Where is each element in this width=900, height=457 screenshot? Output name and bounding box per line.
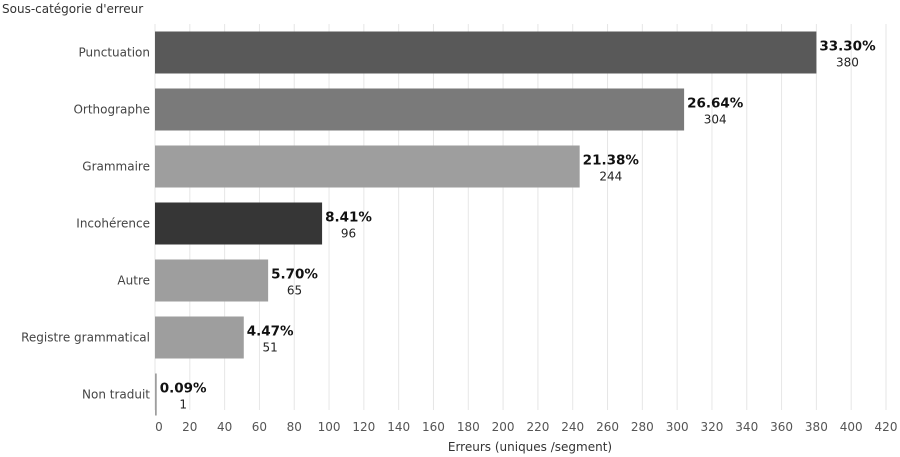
x-tick-label: 40 bbox=[217, 420, 232, 434]
x-tick-label: 140 bbox=[387, 420, 410, 434]
count-label: 380 bbox=[836, 56, 859, 70]
bar-1 bbox=[155, 88, 685, 131]
x-tick-label: 60 bbox=[252, 420, 267, 434]
count-label: 244 bbox=[599, 170, 622, 184]
percent-label: 26.64% bbox=[687, 96, 744, 112]
percent-label: 21.38% bbox=[583, 153, 640, 169]
category-label: Grammaire bbox=[82, 160, 150, 174]
percent-label: 0.09% bbox=[160, 381, 207, 397]
category-label: Orthographe bbox=[73, 103, 150, 117]
category-label: Registre grammatical bbox=[21, 331, 150, 345]
x-tick-label: 120 bbox=[352, 420, 375, 434]
percent-label: 33.30% bbox=[819, 39, 876, 55]
y-axis-title: Sous-catégorie d'erreur bbox=[2, 2, 143, 16]
bar-3 bbox=[155, 202, 323, 245]
gridlines bbox=[154, 24, 887, 410]
x-tick-label: 400 bbox=[840, 420, 863, 434]
x-tick-label: 80 bbox=[287, 420, 302, 434]
x-tick-label: 220 bbox=[526, 420, 549, 434]
count-label: 65 bbox=[287, 284, 302, 298]
x-tick-label: 0 bbox=[155, 420, 163, 434]
bar-4 bbox=[155, 259, 269, 302]
category-label: Autre bbox=[117, 274, 150, 288]
category-label: Punctuation bbox=[79, 46, 150, 60]
count-label: 304 bbox=[704, 113, 727, 127]
category-label: Non traduit bbox=[82, 388, 150, 402]
x-tick-label: 240 bbox=[561, 420, 584, 434]
x-axis-ticks: 0 20 40 60 80 100 120 140 160 180 200 220 240 260 280 3… bbox=[155, 420, 897, 434]
count-label: 96 bbox=[341, 227, 356, 241]
x-tick-label: 180 bbox=[457, 420, 480, 434]
x-tick-label: 300 bbox=[666, 420, 689, 434]
x-tick-label: 320 bbox=[700, 420, 723, 434]
x-tick-label: 160 bbox=[422, 420, 445, 434]
count-label: 1 bbox=[179, 398, 187, 412]
category-label: Incohérence bbox=[76, 217, 150, 231]
bar-0 bbox=[155, 31, 817, 74]
x-tick-label: 260 bbox=[596, 420, 619, 434]
x-tick-label: 420 bbox=[875, 420, 898, 434]
x-tick-label: 360 bbox=[770, 420, 793, 434]
bar-2 bbox=[155, 145, 580, 188]
x-tick-label: 280 bbox=[631, 420, 654, 434]
x-axis-title: Erreurs (uniques /segment) bbox=[448, 440, 612, 454]
x-tick-label: 380 bbox=[805, 420, 828, 434]
x-tick-label: 200 bbox=[492, 420, 515, 434]
x-tick-label: 20 bbox=[182, 420, 197, 434]
x-tick-label: 340 bbox=[735, 420, 758, 434]
percent-label: 8.41% bbox=[325, 210, 372, 226]
bar-5 bbox=[155, 316, 244, 359]
percent-label: 4.47% bbox=[247, 324, 294, 340]
x-tick-label: 100 bbox=[318, 420, 341, 434]
count-label: 51 bbox=[263, 341, 278, 355]
bar-6 bbox=[155, 373, 157, 416]
bars-group: Punctuation 33.30%380 Orthographe 26.64%304… bbox=[21, 31, 876, 416]
percent-label: 5.70% bbox=[271, 267, 318, 283]
